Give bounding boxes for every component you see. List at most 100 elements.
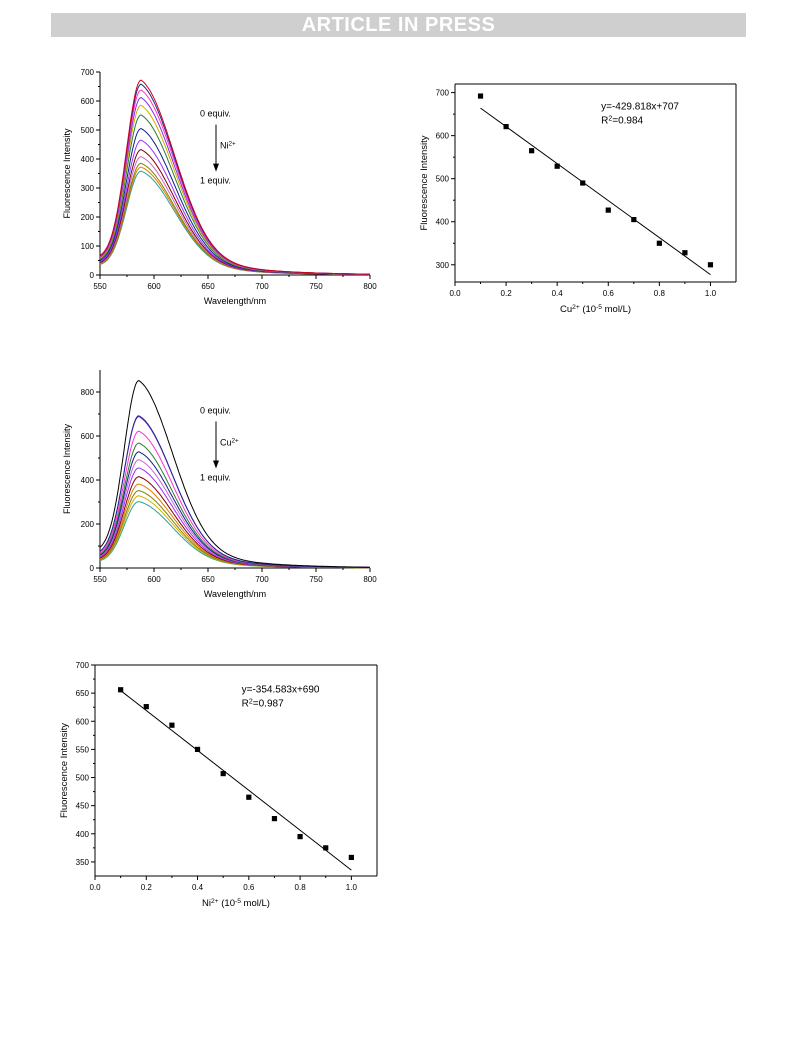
- annotation-arrow-head: [213, 460, 219, 469]
- spectrum-curve: [99, 156, 370, 275]
- spectrum-curve: [99, 467, 370, 569]
- data-point: [246, 794, 252, 800]
- data-point: [143, 704, 149, 710]
- y-tick-label: 0: [90, 271, 95, 280]
- data-point: [503, 124, 509, 130]
- y-tick-label: 600: [81, 432, 95, 441]
- data-point: [194, 746, 201, 752]
- x-tick-label: 700: [255, 575, 269, 584]
- y-axis-title: Fluorescence Intensity: [62, 423, 72, 514]
- data-point: [529, 148, 535, 154]
- x-axis-title: Ni2+ (10-5 mol/L): [202, 898, 270, 910]
- y-tick-label: 600: [436, 132, 450, 141]
- y-tick-label: 700: [76, 661, 90, 670]
- y-axis-title: Fluorescence Intensity: [419, 135, 430, 230]
- y-tick-label: 500: [436, 175, 450, 184]
- y-tick-label: 500: [76, 774, 90, 783]
- fit-line: [480, 107, 711, 276]
- spectrum-curve: [99, 166, 370, 275]
- y-tick-label: 400: [436, 218, 450, 227]
- spectrum-curve: [99, 149, 370, 275]
- annotation-start: 0 equiv.: [200, 109, 231, 119]
- spectrum-curve: [99, 162, 370, 275]
- annotation-start: 0 equiv.: [200, 406, 231, 416]
- y-tick-label: 0: [90, 564, 95, 573]
- y-tick-label: 400: [81, 476, 95, 485]
- spectrum-curve: [99, 451, 370, 568]
- annotation-end: 1 equiv.: [200, 473, 231, 483]
- x-tick-label: 0.0: [89, 883, 101, 892]
- spectrum-curve: [99, 104, 370, 275]
- y-tick-label: 200: [81, 520, 95, 529]
- chart-spectra-ni: 550 600 650 700 750 800 0 100 200 300 400 500 600 700…: [62, 68, 377, 306]
- x-tick-label: 0.6: [243, 883, 255, 892]
- r-squared: R2=0.987: [242, 698, 284, 710]
- y-tick-label: 500: [81, 126, 95, 135]
- data-point: [554, 163, 560, 169]
- data-point: [271, 816, 278, 822]
- chart-fit-cu: 0.0 0.2 0.4 0.6 0.8 1.0 300 400 500 600 700 y=-429.…: [419, 83, 737, 315]
- x-tick-label: 1.0: [705, 289, 717, 298]
- data-point: [169, 722, 175, 728]
- y-tick-label: 350: [76, 858, 90, 867]
- x-tick-label: 0.2: [141, 883, 153, 892]
- data-point: [477, 93, 484, 99]
- annotation-ion: Ni2+: [220, 140, 236, 151]
- y-tick-label: 700: [81, 68, 95, 77]
- annotation-arrow-head: [213, 163, 219, 172]
- x-tick-label: 550: [93, 282, 107, 291]
- data-point: [348, 854, 354, 861]
- spectrum-curve: [99, 114, 370, 275]
- chart-fit-ni: 0.0 0.2 0.4 0.6 0.8 1.0 350 400 450 500 550 600 650 7…: [59, 661, 378, 910]
- data-point: [118, 687, 124, 693]
- y-tick-label: 450: [76, 802, 90, 811]
- spectrum-curve: [99, 476, 370, 569]
- data-point: [323, 845, 329, 851]
- x-tick-label: 1.0: [346, 883, 358, 892]
- data-point: [707, 262, 714, 268]
- x-tick-label: 0.4: [192, 883, 204, 892]
- x-tick-label: 800: [363, 575, 377, 584]
- r-squared: R2=0.984: [601, 115, 643, 127]
- spectrum-curve: [99, 442, 370, 568]
- spectrum-curve: [99, 380, 370, 568]
- y-tick-label: 550: [76, 745, 90, 754]
- x-tick-label: 550: [93, 575, 107, 584]
- data-point: [580, 180, 586, 186]
- y-axis-title: Fluorescence Intensity: [62, 128, 72, 219]
- y-tick-label: 200: [81, 213, 95, 222]
- x-tick-label: 0.8: [654, 289, 666, 298]
- spectrum-curve: [99, 128, 370, 275]
- x-axis-title: Wavelength/nm: [204, 296, 266, 306]
- spectrum-curve: [99, 89, 370, 275]
- y-tick-label: 300: [81, 184, 95, 193]
- spectrum-curve: [99, 170, 370, 276]
- y-tick-label: 300: [436, 261, 450, 270]
- data-point: [297, 834, 303, 840]
- data-point: [605, 207, 611, 213]
- x-tick-label: 750: [309, 575, 323, 584]
- data-point: [682, 250, 688, 256]
- x-tick-label: 600: [147, 575, 161, 584]
- chart-spectra-cu: 550 600 650 700 750 800 0 200 400 600 800 0 equiv. C…: [62, 370, 377, 599]
- x-tick-label: 650: [201, 282, 215, 291]
- spectrum-curve: [99, 139, 370, 275]
- spectrum-curve: [99, 430, 370, 568]
- x-tick-label: 700: [255, 282, 269, 291]
- annotation-ion: Cu2+: [220, 437, 239, 448]
- y-tick-label: 100: [81, 242, 95, 251]
- fit-equation: y=-429.818x+707: [601, 102, 679, 113]
- x-tick-label: 0.8: [295, 883, 307, 892]
- y-tick-label: 800: [81, 388, 95, 397]
- y-tick-label: 400: [76, 830, 90, 839]
- y-tick-label: 650: [76, 689, 90, 698]
- spectrum-curve: [99, 96, 370, 275]
- article-in-press-banner: ARTICLE IN PRESS: [51, 13, 746, 37]
- spectrum-curve: [99, 459, 371, 569]
- fit-line: [120, 690, 352, 871]
- x-tick-label: 750: [309, 282, 323, 291]
- x-tick-label: 600: [147, 282, 161, 291]
- x-tick-label: 0.0: [449, 289, 461, 298]
- data-point: [631, 216, 637, 223]
